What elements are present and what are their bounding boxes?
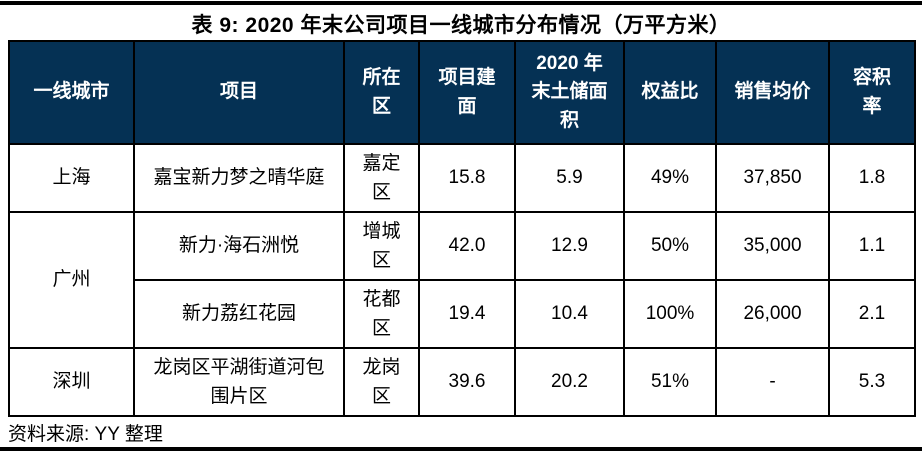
cell-equity-ratio: 50% <box>623 211 717 281</box>
cell-project: 嘉宝新力梦之晴华庭 <box>133 143 345 213</box>
cell-plot-ratio: 5.3 <box>828 347 916 417</box>
cell-plot-ratio: 1.1 <box>828 211 916 281</box>
source-note: 资料来源: YY 整理 <box>8 424 163 445</box>
top-rule <box>0 1 922 5</box>
cell-district: 龙岗区 <box>343 347 420 417</box>
cell-plot-ratio: 2.1 <box>828 279 916 349</box>
bottom-rule <box>0 447 922 451</box>
header-row: 一线城市 项目 所在区 项目建面 2020 年末土储面积 权益比 销售均价 容积… <box>8 40 916 145</box>
cell-gfa: 19.4 <box>418 279 516 349</box>
cell-avg-price: 37,850 <box>715 143 830 213</box>
cell-city: 深圳 <box>8 347 135 417</box>
cell-district: 花都区 <box>343 279 420 349</box>
cell-avg-price: - <box>715 347 830 417</box>
cell-district: 嘉定区 <box>343 143 420 213</box>
cell-project: 龙岗区平湖街道河包围片区 <box>133 347 345 417</box>
cell-landbank: 20.2 <box>514 347 625 417</box>
cell-gfa: 42.0 <box>418 211 516 281</box>
table-row: 新力荔红花园 花都区 19.4 10.4 100% 26,000 2.1 <box>9 279 916 349</box>
cell-city: 广州 <box>8 211 135 349</box>
cell-equity-ratio: 49% <box>623 143 717 213</box>
col-header-city: 一线城市 <box>8 40 135 145</box>
cell-landbank: 12.9 <box>514 211 625 281</box>
col-header-equity-ratio: 权益比 <box>623 40 717 145</box>
cell-gfa: 39.6 <box>418 347 516 417</box>
cell-project: 新力荔红花园 <box>133 279 345 349</box>
cell-project: 新力·海石洲悦 <box>133 211 345 281</box>
cell-equity-ratio: 51% <box>623 347 717 417</box>
col-header-project: 项目 <box>133 40 345 145</box>
cell-plot-ratio: 1.8 <box>828 143 916 213</box>
projects-table: 一线城市 项目 所在区 项目建面 2020 年末土储面积 权益比 销售均价 容积… <box>8 40 916 417</box>
cell-landbank: 5.9 <box>514 143 625 213</box>
cell-avg-price: 35,000 <box>715 211 830 281</box>
table-row: 广州 新力·海石洲悦 增城区 42.0 12.9 50% 35,000 1.1 <box>8 211 916 349</box>
cell-equity-ratio: 100% <box>623 279 717 349</box>
col-header-plot-ratio: 容积率 <box>828 40 916 145</box>
cell-landbank: 10.4 <box>514 279 625 349</box>
cell-gfa: 15.8 <box>418 143 516 213</box>
col-header-gfa: 项目建面 <box>418 40 516 145</box>
cell-avg-price: 26,000 <box>715 279 830 349</box>
col-header-avg-price: 销售均价 <box>715 40 830 145</box>
cell-city: 上海 <box>8 143 135 213</box>
table-row: 深圳 龙岗区平湖街道河包围片区 龙岗区 39.6 20.2 51% - 5.3 <box>8 347 916 417</box>
table-title: 表 9: 2020 年末公司项目一线城市分布情况（万平方米） <box>191 14 731 37</box>
cell-district: 增城区 <box>343 211 420 281</box>
col-header-landbank: 2020 年末土储面积 <box>514 40 625 145</box>
table-row: 上海 嘉宝新力梦之晴华庭 嘉定区 15.8 5.9 49% 37,850 1.8 <box>8 143 916 213</box>
col-header-district: 所在区 <box>343 40 420 145</box>
